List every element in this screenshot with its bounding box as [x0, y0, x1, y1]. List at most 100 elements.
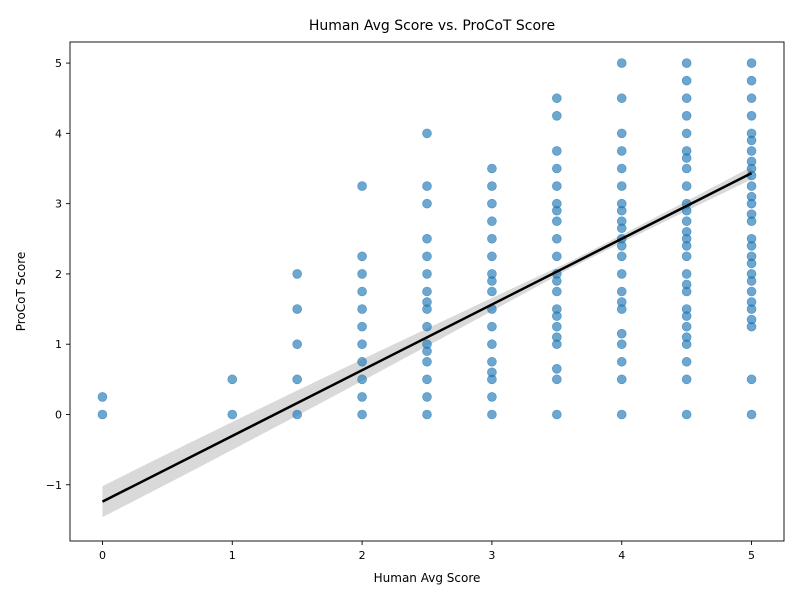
data-point — [681, 128, 692, 139]
data-point — [552, 181, 562, 191]
data-point — [422, 269, 432, 279]
data-point — [681, 146, 692, 156]
data-point — [487, 356, 497, 367]
x-tick-label: 5 — [748, 549, 755, 562]
data-point — [616, 163, 627, 174]
data-point — [292, 374, 302, 385]
data-point — [552, 321, 562, 332]
data-point — [422, 251, 432, 262]
data-point — [616, 339, 627, 350]
data-point — [746, 269, 757, 279]
data-point — [616, 58, 627, 68]
data-point — [746, 297, 757, 307]
data-point — [681, 216, 692, 227]
data-point — [422, 374, 432, 385]
data-point — [746, 75, 757, 86]
data-point — [487, 286, 497, 297]
data-point — [357, 181, 367, 191]
data-point — [746, 128, 757, 139]
data-point — [681, 304, 692, 314]
data-point — [487, 251, 497, 262]
data-point — [616, 181, 627, 191]
data-point — [422, 356, 432, 367]
data-point — [746, 191, 757, 202]
data-point — [357, 409, 367, 420]
data-point — [681, 409, 692, 420]
data-point — [357, 392, 367, 402]
data-point — [487, 339, 497, 350]
data-point — [422, 297, 432, 307]
data-point — [681, 93, 692, 104]
y-axis-label: ProCoT Score — [14, 252, 28, 332]
data-point — [357, 321, 367, 332]
data-point — [681, 226, 692, 237]
data-point — [616, 216, 627, 227]
data-point — [681, 251, 692, 262]
y-tick-label: 4 — [55, 127, 62, 140]
data-point — [487, 233, 497, 244]
data-point — [681, 332, 692, 342]
x-tick-label: 3 — [488, 549, 495, 562]
data-point — [552, 93, 562, 104]
data-point — [746, 251, 757, 262]
data-point — [616, 374, 627, 385]
data-point — [357, 286, 367, 297]
y-tick-label: −1 — [46, 479, 62, 492]
data-point — [746, 146, 757, 156]
data-point — [552, 332, 562, 342]
y-tick-label: 1 — [55, 338, 62, 351]
points-layer — [97, 58, 757, 420]
regression-line-layer — [101, 171, 753, 503]
y-axis-ticks: −1 0 1 2 3 4 5 — [46, 57, 70, 492]
data-point — [422, 321, 432, 332]
data-point — [552, 304, 562, 314]
data-point — [422, 286, 432, 297]
data-point — [616, 93, 627, 104]
data-point — [746, 286, 757, 297]
x-tick-label: 2 — [359, 549, 366, 562]
data-point — [487, 181, 497, 191]
data-point — [97, 409, 108, 420]
data-point — [292, 409, 302, 420]
data-point — [97, 392, 108, 402]
data-point — [681, 111, 692, 121]
data-point — [616, 269, 627, 279]
data-point — [552, 163, 562, 174]
data-point — [552, 374, 562, 385]
data-point — [292, 339, 302, 350]
data-point — [357, 251, 367, 262]
data-point — [422, 339, 432, 350]
x-axis-label: Human Avg Score — [374, 571, 481, 585]
data-point — [422, 409, 432, 420]
data-point — [746, 314, 757, 325]
data-point — [616, 297, 627, 307]
x-tick-label: 0 — [99, 549, 106, 562]
data-point — [487, 163, 497, 174]
data-point — [616, 146, 627, 156]
data-point — [616, 128, 627, 139]
data-point — [422, 392, 432, 402]
data-point — [422, 233, 432, 244]
data-point — [552, 251, 562, 262]
data-point — [681, 356, 692, 367]
data-point — [552, 233, 562, 244]
x-tick-label: 1 — [229, 549, 236, 562]
data-point — [552, 216, 562, 227]
data-point — [746, 374, 757, 385]
data-point — [422, 128, 432, 139]
data-point — [487, 392, 497, 402]
data-point — [487, 321, 497, 332]
data-point — [552, 146, 562, 156]
data-point — [681, 163, 692, 174]
data-point — [616, 356, 627, 367]
data-point — [746, 93, 757, 104]
data-point — [681, 75, 692, 86]
data-point — [357, 374, 367, 385]
data-point — [681, 374, 692, 385]
chart-title: Human Avg Score vs. ProCoT Score — [309, 18, 555, 34]
data-point — [487, 198, 497, 209]
data-point — [552, 198, 562, 209]
y-tick-label: 3 — [55, 198, 62, 211]
